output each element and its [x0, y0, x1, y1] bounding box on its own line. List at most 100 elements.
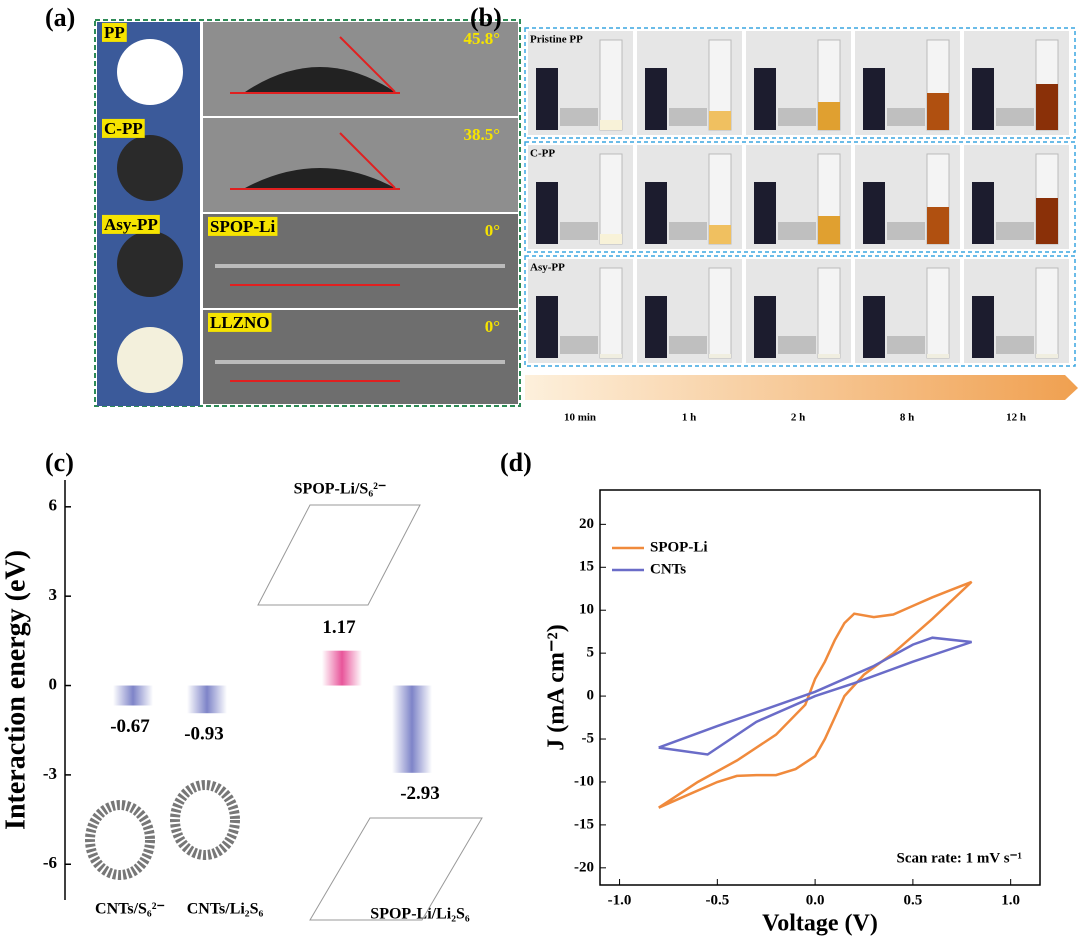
polysulfide	[927, 93, 949, 130]
label-bg	[102, 214, 160, 234]
y-tick-label: 10	[579, 602, 594, 618]
connector	[560, 336, 598, 354]
time-label: 8 h	[900, 412, 914, 424]
polysulfide	[818, 354, 840, 358]
panel-label: (c)	[45, 448, 74, 477]
y-tick-label: -3	[43, 764, 57, 783]
nanotube	[85, 800, 155, 880]
baseline	[230, 92, 400, 94]
sample-label: PP	[104, 23, 125, 42]
vial-right	[599, 267, 623, 359]
bar	[113, 685, 153, 706]
baseline	[230, 380, 400, 382]
panel-b: Pristine PP C-PP Asy-PP 10 min 1 h 2 h 8 h 12 h	[524, 27, 1076, 424]
row-frame	[524, 141, 1076, 253]
connector	[669, 222, 707, 240]
legend-label: CNTs	[650, 561, 686, 577]
row-label: C-PP	[530, 148, 555, 160]
vial-left	[863, 68, 885, 130]
vial-right	[599, 39, 623, 131]
contact-image	[203, 22, 518, 116]
plot-frame	[599, 489, 1041, 886]
vial-left	[536, 68, 558, 130]
polysulfide	[927, 354, 949, 358]
y-tick-label: -6	[43, 853, 57, 872]
membrane	[117, 327, 183, 393]
label-bg	[208, 216, 278, 236]
contact-angle: 45.8°	[463, 29, 500, 48]
sample-label: Asy-PP	[104, 215, 158, 234]
nanotube	[170, 780, 240, 860]
x-axis-label: Voltage (V)	[762, 911, 878, 937]
connector	[996, 222, 1034, 240]
film	[215, 360, 505, 364]
x-tick-label: -1.0	[608, 892, 632, 908]
connector	[996, 336, 1034, 354]
vial-right	[708, 267, 732, 359]
y-tick-label: -20	[574, 859, 594, 875]
polysulfide	[927, 207, 949, 244]
connector	[887, 336, 925, 354]
cv-curve	[658, 580, 973, 809]
polysulfide	[1036, 354, 1058, 358]
category-label: SPOP-Li/S₆²⁻	[294, 481, 387, 498]
connector	[669, 108, 707, 126]
connector	[887, 222, 925, 240]
vial-left	[754, 182, 776, 244]
contact-image	[203, 118, 518, 212]
polysulfide	[600, 120, 622, 130]
panel-label: (b)	[470, 3, 502, 32]
panel-a: PP 45.8° C-PP 38.5° Asy-PP SPOP-Li 0° LLZNO 0°	[97, 22, 518, 406]
panel-label: (a)	[45, 3, 75, 32]
value-label: -2.93	[400, 783, 440, 804]
label-bg	[102, 22, 127, 42]
value-label: -0.67	[110, 716, 150, 737]
label-bg	[208, 312, 272, 332]
category-label: CNTs/Li₂S₆	[187, 901, 264, 918]
connector	[560, 222, 598, 240]
bar	[392, 685, 432, 773]
polysulfide	[600, 234, 622, 244]
vial-left	[863, 296, 885, 358]
x-tick-label: 0.0	[806, 892, 825, 908]
y-tick-label: -15	[574, 816, 594, 832]
polysulfide	[709, 354, 731, 358]
connector	[778, 222, 816, 240]
connector	[778, 108, 816, 126]
panel-label: (d)	[500, 448, 532, 477]
y-tick-label: -5	[582, 730, 595, 746]
time-label: 2 h	[791, 412, 805, 424]
tangent	[339, 36, 396, 93]
vial-right	[817, 267, 841, 359]
vial-left	[754, 68, 776, 130]
row-label: Asy-PP	[530, 262, 565, 274]
material-label: LLZNO	[210, 313, 270, 332]
slab	[257, 504, 421, 606]
membrane	[117, 39, 183, 105]
x-tick-label: 1.0	[1001, 892, 1020, 908]
row-label: Pristine PP	[530, 34, 583, 46]
x-tick-label: -0.5	[705, 892, 729, 908]
vial-right	[599, 153, 623, 245]
x-tick-label: 0.5	[904, 892, 923, 908]
vial-right	[1035, 267, 1059, 359]
droplet	[245, 67, 395, 92]
membrane	[117, 135, 183, 201]
panel-d: (d) -1.0 -0.5 0.0 0.5 1.0 -20 -15 -10 -5 0 5 10 15 20 V…	[500, 448, 1041, 937]
vial-left	[536, 182, 558, 244]
time-label: 10 min	[564, 412, 596, 424]
y-tick-label: 15	[579, 559, 594, 575]
row-frame	[524, 27, 1076, 139]
label-bg	[102, 118, 145, 138]
polysulfide	[600, 354, 622, 358]
y-tick-label: 20	[579, 516, 594, 532]
tangent	[339, 132, 396, 189]
y-tick-label: 0	[49, 674, 58, 693]
connector	[669, 336, 707, 354]
connector	[887, 108, 925, 126]
baseline	[230, 284, 400, 286]
connector	[560, 108, 598, 126]
contact-angle: 0°	[485, 317, 500, 336]
vial-left	[972, 68, 994, 130]
